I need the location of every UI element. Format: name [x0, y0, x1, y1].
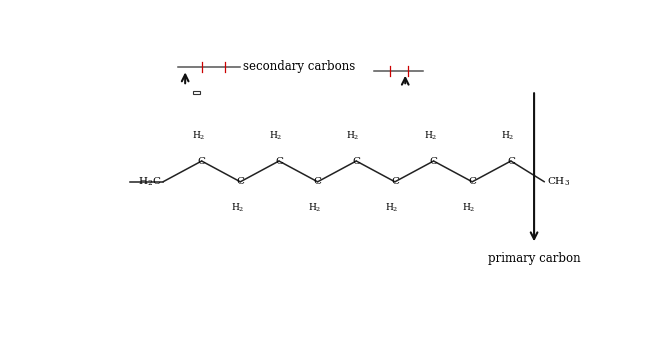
Text: $\mathregular{H_2}$: $\mathregular{H_2}$ [501, 129, 515, 141]
Text: $\mathregular{H_2}$: $\mathregular{H_2}$ [346, 129, 360, 141]
Text: $\mathregular{H_2}$: $\mathregular{H_2}$ [192, 129, 205, 141]
Text: C: C [314, 177, 322, 186]
Text: C: C [507, 157, 515, 166]
Text: primary carbon: primary carbon [487, 252, 581, 265]
Text: $\mathregular{H_2}$: $\mathregular{H_2}$ [424, 129, 437, 141]
Text: secondary carbons: secondary carbons [243, 60, 355, 73]
Text: C: C [391, 177, 399, 186]
Text: C: C [275, 157, 283, 166]
Text: $\mathregular{CH_3}$: $\mathregular{CH_3}$ [547, 176, 570, 188]
Text: $\mathregular{H_2}$: $\mathregular{H_2}$ [231, 201, 244, 214]
Text: $\mathregular{H_2}$: $\mathregular{H_2}$ [269, 129, 283, 141]
Text: C: C [352, 157, 360, 166]
Text: C: C [198, 157, 205, 166]
Text: C: C [430, 157, 438, 166]
Text: $\mathregular{H_2}$: $\mathregular{H_2}$ [385, 201, 398, 214]
Text: $\mathregular{H_2C}$: $\mathregular{H_2C}$ [138, 176, 162, 188]
Text: $\mathregular{H_2}$: $\mathregular{H_2}$ [462, 201, 476, 214]
Text: $\mathregular{H_2}$: $\mathregular{H_2}$ [308, 201, 321, 214]
Text: C: C [468, 177, 476, 186]
Text: C: C [236, 177, 244, 186]
